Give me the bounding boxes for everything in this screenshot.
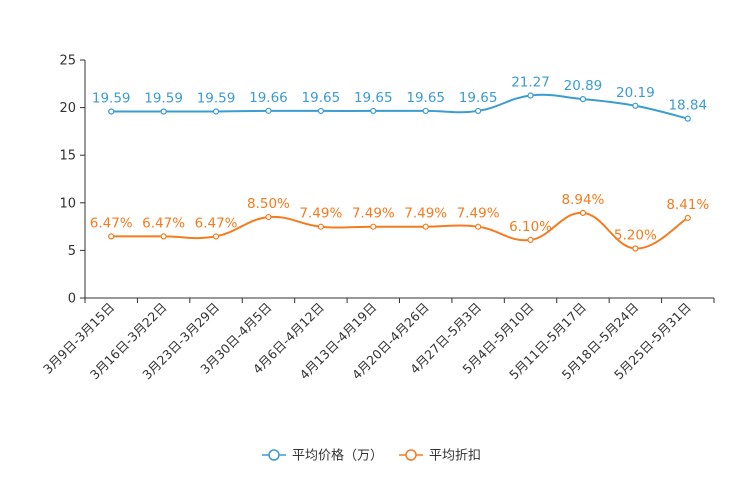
data-point[interactable] [422,223,429,230]
data-point[interactable] [160,108,167,115]
data-label: 19.66 [249,90,288,106]
data-point[interactable] [475,107,482,115]
data-label: 6.10% [509,219,552,235]
legend-marker-icon [405,449,417,461]
series-1 [108,92,691,122]
data-point[interactable] [265,107,272,114]
data-label: 6.47% [90,215,133,231]
data-point[interactable] [475,223,482,230]
legend-marker-icon [268,449,280,461]
data-label: 19.59 [92,91,131,107]
data-label: 19.59 [144,91,183,107]
data-label: 19.65 [406,90,445,106]
data-label: 20.89 [564,78,603,94]
data-point[interactable] [160,233,167,240]
data-label: 19.59 [197,91,236,107]
data-label: 7.49% [457,206,500,222]
data-label: 6.47% [195,215,238,231]
legend-label: 平均折扣 [429,449,481,464]
data-label: 21.27 [511,75,550,91]
data-label: 8.41% [666,197,709,213]
data-point[interactable] [684,214,691,222]
series-2 [108,209,691,252]
data-point[interactable] [370,107,377,115]
data-point[interactable] [684,115,691,122]
data-point[interactable] [527,92,534,99]
data-label: 20.19 [616,85,655,101]
y-tick-label: 0 [68,292,76,307]
legend-item-1[interactable]: 平均价格（万） [262,448,383,464]
data-label: 8.94% [562,192,605,208]
data-point[interactable] [632,245,639,252]
legend-item-2[interactable]: 平均折扣 [399,449,481,464]
data-label: 18.84 [668,98,707,114]
data-point[interactable] [108,233,115,240]
data-point[interactable] [422,107,429,115]
data-label: 7.49% [299,206,342,222]
data-point[interactable] [212,108,220,115]
data-point[interactable] [579,96,587,103]
data-label: 7.49% [404,206,447,222]
legend-label: 平均价格（万） [292,448,383,464]
y-tick-label: 20 [59,101,76,116]
data-labels-layer: 19.59 19.59 19.59 19.66 19.65 19.65 19.65 19.65… [90,75,710,244]
series-line [111,93,689,120]
data-label: 5.20% [614,227,657,243]
data-label: 19.65 [459,90,498,106]
y-tick-label: 25 [59,54,76,69]
legend[interactable]: 平均价格（万） 平均折扣 [262,448,481,464]
data-label: 8.50% [247,196,290,212]
data-label: 19.65 [354,90,393,106]
series-layer [108,92,691,252]
data-point[interactable] [370,223,377,230]
y-tick-label: 5 [68,244,76,259]
data-label: 6.47% [142,215,185,231]
data-point[interactable] [108,108,115,115]
data-label: 7.49% [352,206,395,222]
data-point[interactable] [212,233,220,240]
data-point[interactable] [265,213,272,221]
y-tick-label: 10 [59,196,76,211]
data-point[interactable] [317,223,324,230]
y-tick-label: 15 [59,149,76,164]
data-label: 19.65 [302,90,341,106]
data-point[interactable] [317,107,324,115]
data-point[interactable] [632,102,639,109]
data-point[interactable] [527,236,534,244]
data-point[interactable] [579,209,587,216]
